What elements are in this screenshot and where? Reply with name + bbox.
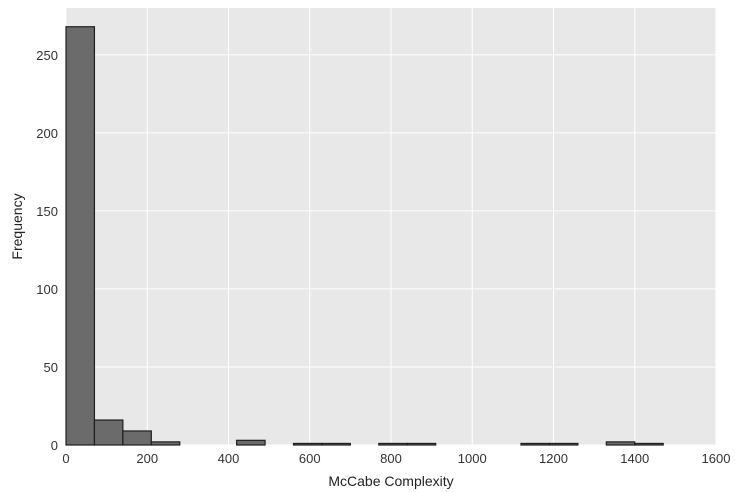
y-tick-label: 100 [36,282,58,297]
x-tick-label: 1200 [539,451,568,466]
histogram-bar [520,442,551,446]
x-tick-label: 1600 [702,451,731,466]
histogram-bar [406,442,437,446]
histogram-bar [93,419,124,446]
x-tick-label: 1400 [620,451,649,466]
histogram-bar [605,441,636,446]
x-tick-label: 0 [62,451,69,466]
y-tick-label: 0 [51,438,58,453]
x-tick-label: 200 [136,451,158,466]
histogram-bar [65,26,96,446]
histogram-bar [150,441,181,446]
y-tick-label: 150 [36,204,58,219]
histogram-bar [378,442,408,446]
histogram-bar [321,442,351,446]
x-tick-label: 1000 [458,451,487,466]
x-axis-label: McCabe Complexity [328,473,453,489]
y-tick-label: 200 [36,126,58,141]
x-axis-ticks: 0 200 400 600 800 1000 1200 1400 1600 [62,451,730,466]
y-tick-label: 50 [44,360,58,375]
histogram-bar [292,442,323,446]
y-axis-label: Frequency [9,193,25,259]
histogram-bar [634,442,664,446]
y-axis-ticks: 0 50 100 150 200 250 [36,48,58,453]
histogram-bar [236,439,266,446]
x-tick-label: 600 [299,451,321,466]
y-tick-label: 250 [36,48,58,63]
x-tick-label: 800 [380,451,402,466]
x-tick-label: 400 [218,451,240,466]
histogram-bar [122,430,152,446]
histogram-bar [548,442,579,446]
histogram-bars [65,26,664,446]
